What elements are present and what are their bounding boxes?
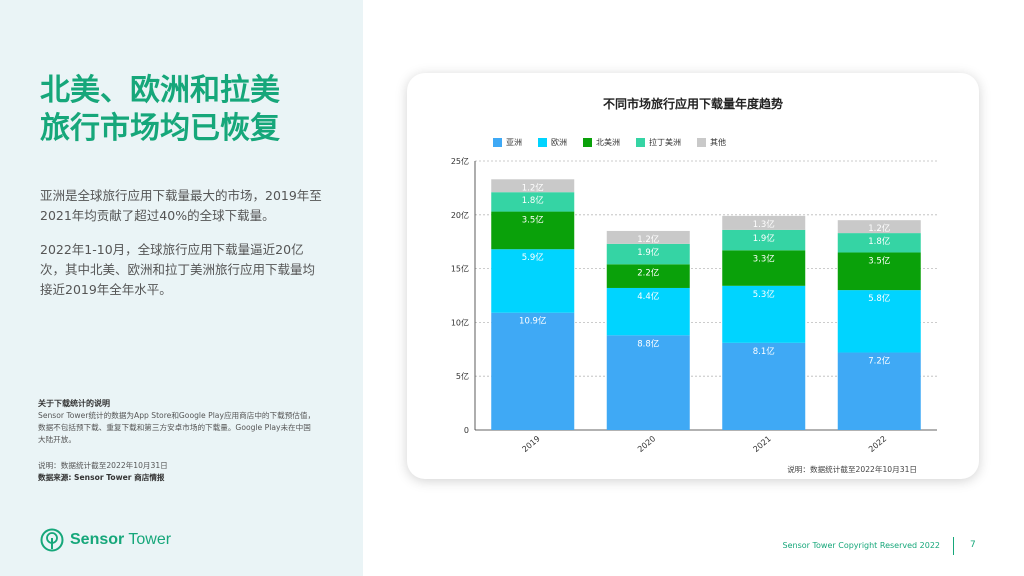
y-tick-label: 0 (464, 426, 469, 435)
legend-label-other: 其他 (710, 138, 726, 147)
notes-source: 数据来源: Sensor Tower 商店情报 (38, 473, 165, 482)
bar-segment (491, 211, 575, 250)
legend-swatch-north-america (583, 138, 592, 147)
data-label: 8.1亿 (753, 346, 775, 357)
y-tick-label: 25亿 (451, 156, 469, 166)
y-tick-label: 15亿 (451, 264, 469, 274)
data-label: 5.3亿 (753, 289, 775, 300)
bar-segment (606, 335, 690, 430)
legend-label-europe: 欧洲 (551, 138, 567, 147)
chart-card: 不同市场旅行应用下载量年度趋势 亚洲 欧洲 北美洲 拉丁美洲 其他 0 5亿 10亿… (407, 73, 979, 479)
page-title: 北美、欧洲和拉美 旅行市场均已恢复 (40, 72, 280, 148)
paragraph-2022: 2022年1-10月，全球旅行应用下载量逼近20亿次，其中北美、欧洲和拉丁美洲旅… (40, 242, 316, 297)
bar-segment (722, 342, 806, 430)
data-label: 7.2亿 (868, 356, 890, 367)
bar-segment (722, 229, 806, 251)
notes-title: 关于下载统计的说明 (38, 399, 110, 408)
data-label: 1.8亿 (522, 195, 544, 206)
data-label: 1.2亿 (637, 234, 659, 245)
logo-text: Sensor Tower (70, 531, 171, 549)
data-label: 1.8亿 (868, 236, 890, 247)
y-tick-label: 5亿 (456, 371, 469, 381)
data-label: 1.9亿 (753, 233, 775, 244)
legend-swatch-other (697, 138, 706, 147)
bar-segment (837, 233, 921, 253)
chart-legend: 亚洲 欧洲 北美洲 拉丁美洲 其他 (493, 137, 726, 148)
x-tick-label: 2020 (636, 434, 657, 454)
data-label: 1.9亿 (637, 247, 659, 258)
bar-segment (837, 352, 921, 430)
bar-segment (606, 287, 690, 336)
data-label: 1.2亿 (522, 182, 544, 193)
bar-segment (722, 285, 806, 343)
bar-segment (491, 179, 575, 193)
legend-item-north-america: 北美洲 (583, 137, 620, 148)
footer-copyright: Sensor Tower Copyright Reserved 2022 (782, 541, 940, 550)
bar-segment (722, 250, 806, 286)
data-label: 3.5亿 (868, 255, 890, 266)
bar-segment (606, 264, 690, 288)
data-label: 10.9亿 (519, 316, 546, 327)
data-label: 3.3亿 (753, 253, 775, 264)
bar-segment (722, 215, 806, 230)
bar-segment (491, 312, 575, 430)
stacked-bar-chart: 0 5亿 10亿 15亿 20亿 25亿 10.9亿 5.9亿 3.5亿 1.8亿 1.2亿 2019… (451, 156, 937, 454)
bar-segment (837, 252, 921, 291)
bar-segment (606, 230, 690, 244)
data-label: 3.5亿 (522, 215, 544, 226)
legend-label-north-america: 北美洲 (596, 138, 620, 147)
title-line-2: 旅行市场均已恢复 (40, 111, 280, 146)
bar-segment (491, 249, 575, 313)
sensor-tower-logo: Sensor Tower (40, 528, 171, 552)
legend-item-europe: 欧洲 (538, 137, 567, 148)
legend-swatch-asia (493, 138, 502, 147)
data-label: 1.2亿 (868, 223, 890, 234)
data-label: 5.9亿 (522, 252, 544, 263)
legend-item-latam: 拉丁美洲 (636, 137, 681, 148)
legend-swatch-latam (636, 138, 645, 147)
page-number: 7 (970, 540, 976, 550)
footer-divider (953, 537, 954, 555)
legend-swatch-europe (538, 138, 547, 147)
x-tick-label: 2019 (520, 434, 541, 454)
data-label: 8.8亿 (637, 338, 659, 349)
notes-body: Sensor Tower统计的数据为App Store和Google Play应… (38, 411, 316, 444)
bar-segment (606, 243, 690, 265)
data-label: 4.4亿 (637, 291, 659, 302)
data-label: 5.8亿 (868, 293, 890, 304)
data-label: 1.3亿 (753, 219, 775, 230)
bar-segment (837, 290, 921, 353)
y-tick-label: 10亿 (451, 317, 469, 327)
y-tick-label: 20亿 (451, 210, 469, 220)
bar-segment (837, 220, 921, 234)
logo-word-tower: Tower (128, 531, 172, 548)
bar-segment (491, 192, 575, 212)
chart-title: 不同市场旅行应用下载量年度趋势 (602, 97, 783, 111)
x-tick-label: 2021 (751, 434, 772, 454)
paragraph-asia: 亚洲是全球旅行应用下载量最大的市场，2019年至2021年均贡献了超过40%的全… (40, 188, 322, 223)
title-line-1: 北美、欧洲和拉美 (40, 73, 280, 108)
legend-label-asia: 亚洲 (506, 138, 522, 147)
x-tick-label: 2022 (867, 434, 888, 454)
left-panel: 北美、欧洲和拉美 旅行市场均已恢复 亚洲是全球旅行应用下载量最大的市场，2019… (0, 0, 363, 576)
logo-word-sensor: Sensor (70, 531, 125, 548)
notes-date: 说明：数据统计截至2022年10月31日 (38, 461, 168, 470)
legend-label-latam: 拉丁美洲 (649, 138, 681, 147)
sensor-tower-logo-icon (40, 528, 64, 552)
legend-item-asia: 亚洲 (493, 137, 522, 148)
data-label: 2.2亿 (637, 267, 659, 278)
legend-item-other: 其他 (697, 137, 726, 148)
chart-note: 说明：数据统计截至2022年10月31日 (787, 465, 917, 474)
